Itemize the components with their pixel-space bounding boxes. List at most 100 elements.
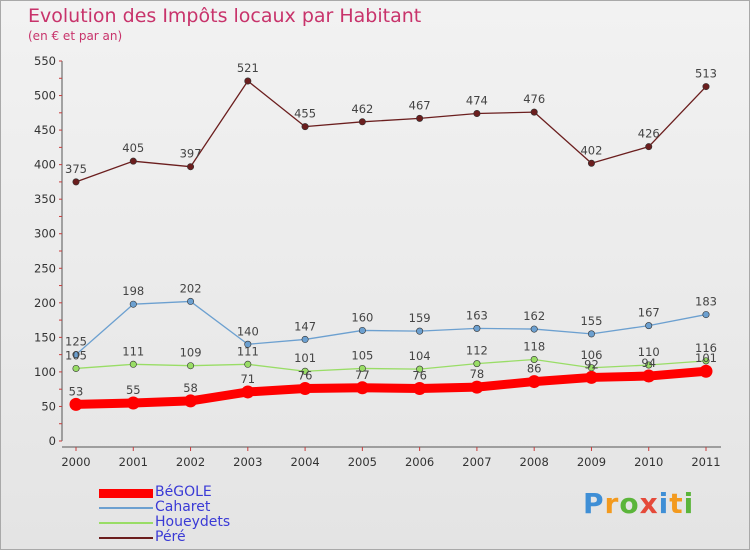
data-label-bégole: 78	[470, 367, 485, 381]
data-point-houeydets	[473, 360, 481, 368]
data-label-bégole: 76	[298, 368, 313, 382]
data-point-péré	[416, 114, 424, 122]
data-point-caharet	[72, 351, 80, 359]
x-tick-label: 2010	[634, 455, 663, 469]
data-label-bégole: 94	[641, 356, 656, 370]
legend-label: Caharet	[155, 499, 211, 515]
data-point-caharet	[473, 324, 481, 332]
data-label-houeydets: 110	[638, 345, 660, 359]
data-point-péré	[473, 110, 481, 118]
data-label-péré: 462	[351, 102, 373, 116]
logo-letter: i	[658, 487, 670, 520]
data-label-péré: 467	[409, 98, 431, 112]
logo-letter: t	[669, 487, 684, 520]
data-label-bégole: 92	[584, 357, 599, 371]
data-label-péré: 397	[180, 147, 202, 161]
data-label-caharet: 140	[237, 324, 259, 338]
y-tick-label: 150	[34, 330, 56, 344]
data-label-caharet: 202	[180, 281, 202, 295]
data-label-bégole: 58	[183, 381, 198, 395]
data-point-houeydets	[72, 364, 80, 372]
data-point-caharet	[530, 325, 538, 333]
data-point-péré	[702, 83, 710, 91]
x-tick-label: 2004	[290, 455, 319, 469]
y-tick-label: 100	[34, 365, 56, 379]
data-point-péré	[587, 159, 595, 167]
data-label-péré: 513	[695, 67, 717, 81]
data-point-houeydets	[301, 367, 309, 375]
x-tick-label: 2007	[462, 455, 491, 469]
data-point-péré	[244, 77, 252, 85]
y-tick-label: 500	[34, 89, 56, 103]
data-label-caharet: 125	[65, 335, 87, 349]
data-label-houeydets: 118	[523, 339, 545, 353]
data-label-péré: 521	[237, 61, 259, 75]
data-point-caharet	[244, 340, 252, 348]
x-tick-label: 2000	[61, 455, 90, 469]
x-tick-label: 2011	[691, 455, 720, 469]
data-label-houeydets: 109	[180, 346, 202, 360]
y-tick-label: 550	[34, 54, 56, 68]
series-line-péré	[75, 80, 707, 183]
data-point-péré	[301, 123, 309, 131]
data-point-caharet	[702, 311, 710, 319]
data-point-péré	[129, 157, 137, 165]
data-label-houeydets: 112	[466, 344, 488, 358]
data-point-bégole	[699, 364, 713, 378]
chart-subtitle: (en € et par an)	[28, 29, 123, 43]
data-point-bégole	[184, 394, 198, 408]
logo-letter: i	[683, 487, 695, 520]
logo-letter: x	[639, 487, 659, 520]
data-label-bégole: 101	[695, 351, 717, 365]
series-line-houeydets	[75, 358, 707, 372]
data-label-houeydets: 111	[237, 344, 259, 358]
axes: 0 50 100 150 200 250 300 350 400 450 500 550 2000 200…	[34, 54, 721, 469]
data-point-houeydets	[702, 357, 710, 365]
data-label-péré: 455	[294, 107, 316, 121]
data-point-bégole	[642, 369, 656, 383]
data-point-bégole	[69, 397, 83, 411]
y-tick-label: 400	[34, 158, 56, 172]
data-label-péré: 405	[122, 141, 144, 155]
data-label-bégole: 53	[69, 384, 84, 398]
series-line-caharet	[75, 300, 707, 356]
data-point-bégole	[355, 381, 369, 395]
series-lines	[71, 80, 711, 409]
data-point-caharet	[587, 330, 595, 338]
data-label-péré: 474	[466, 94, 488, 108]
x-tick-label: 2009	[577, 455, 606, 469]
x-tick-label: 2005	[348, 455, 377, 469]
data-point-houeydets	[530, 355, 538, 363]
x-tick-label: 2001	[119, 455, 148, 469]
data-point-bégole	[413, 381, 427, 395]
data-label-bégole: 86	[527, 362, 542, 376]
data-label-caharet: 198	[122, 284, 144, 298]
data-point-houeydets	[129, 360, 137, 368]
data-label-caharet: 167	[638, 306, 660, 320]
logo-letter: P	[583, 487, 605, 520]
data-label-péré: 426	[638, 127, 660, 141]
data-label-bégole: 76	[412, 368, 427, 382]
data-label-houeydets: 105	[65, 348, 87, 362]
x-tick-label: 2008	[520, 455, 549, 469]
chart-title: Evolution des Impôts locaux par Habitant	[28, 5, 422, 27]
data-label-péré: 375	[65, 162, 87, 176]
data-point-caharet	[187, 297, 195, 305]
data-label-bégole: 71	[240, 372, 255, 386]
y-tick-label: 300	[34, 227, 56, 241]
data-point-caharet	[301, 335, 309, 343]
data-point-bégole	[584, 370, 598, 384]
data-label-caharet: 163	[466, 308, 488, 322]
data-label-houeydets: 101	[294, 351, 316, 365]
data-label-houeydets: 104	[409, 349, 431, 363]
legend-swatch	[99, 489, 153, 498]
data-point-caharet	[416, 327, 424, 335]
legend-label: Houeydets	[155, 514, 231, 530]
legend-label: BéGOLE	[155, 484, 212, 500]
data-point-houeydets	[244, 360, 252, 368]
y-tick-label: 0	[49, 434, 56, 448]
data-point-péré	[72, 178, 80, 186]
data-point-caharet	[645, 322, 653, 330]
y-tick-label: 200	[34, 296, 56, 310]
y-tick-label: 350	[34, 192, 56, 206]
